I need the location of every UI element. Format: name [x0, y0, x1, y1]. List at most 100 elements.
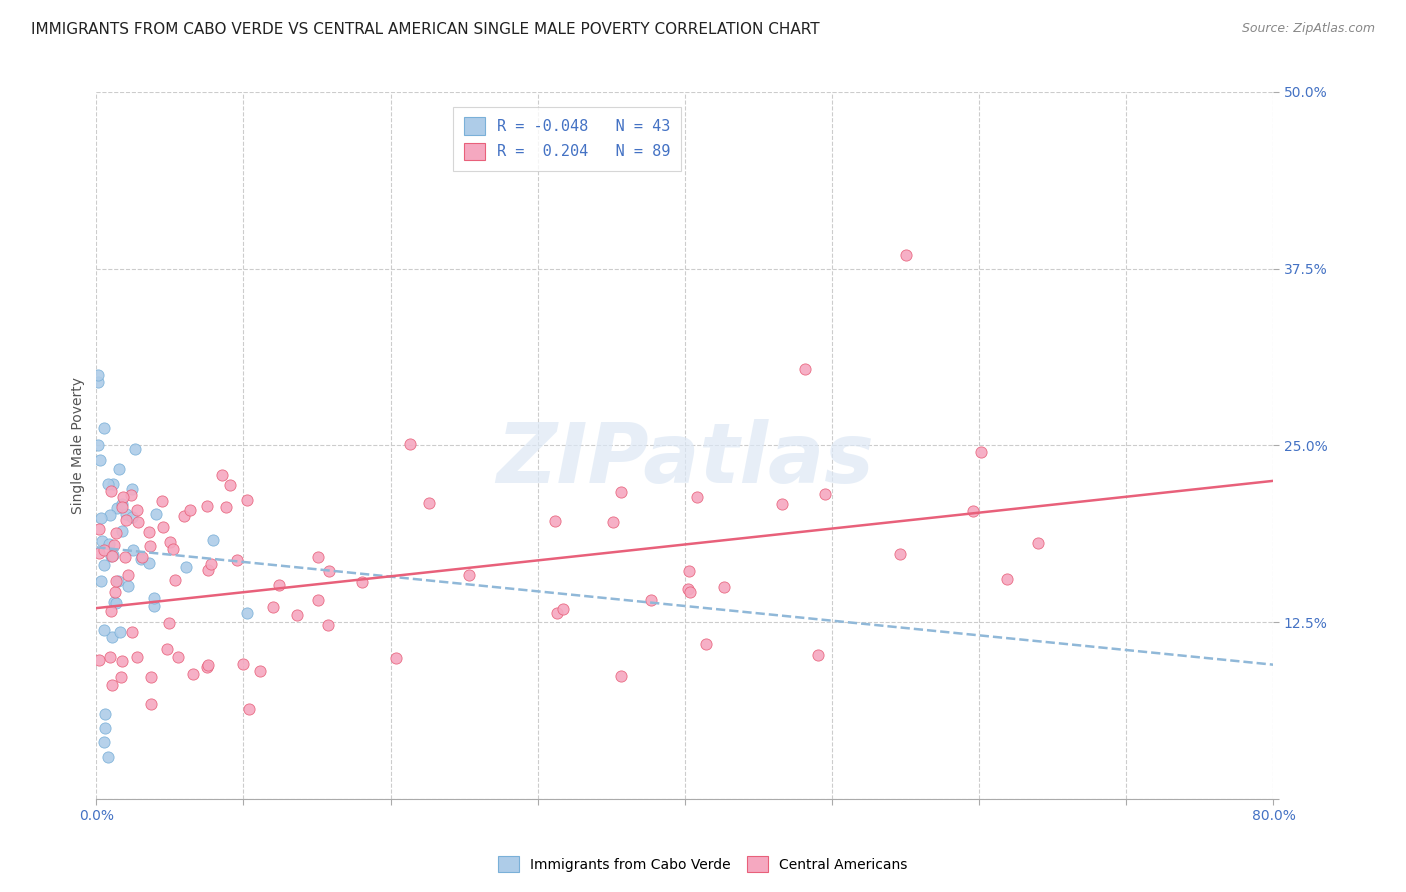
Point — [90, 534, 112, 549]
Point — [100, 549, 122, 564]
Point — [142, 591, 165, 605]
Point — [101, 549, 124, 563]
Point — [98, 650, 121, 665]
Point — [114, 550, 136, 565]
Point — [678, 582, 700, 597]
Point — [108, 624, 131, 639]
Point — [122, 542, 145, 557]
Point — [546, 606, 568, 620]
Point — [93, 558, 115, 572]
Point — [100, 604, 122, 618]
Point — [307, 593, 329, 607]
Point — [103, 595, 125, 609]
Point — [94, 722, 117, 736]
Point — [211, 467, 233, 482]
Point — [145, 507, 167, 521]
Point — [93, 623, 115, 637]
Point — [610, 485, 633, 500]
Point — [111, 500, 134, 514]
Point — [103, 538, 125, 552]
Point — [200, 557, 222, 571]
Point — [125, 502, 148, 516]
Point — [235, 492, 257, 507]
Point — [139, 670, 162, 684]
Point — [138, 524, 160, 539]
Point — [101, 678, 124, 692]
Point — [87, 375, 110, 389]
Point — [794, 362, 817, 376]
Text: Source: ZipAtlas.com: Source: ZipAtlas.com — [1241, 22, 1375, 36]
Legend: R = -0.048   N = 43, R =  0.204   N = 89: R = -0.048 N = 43, R = 0.204 N = 89 — [453, 106, 682, 171]
Point — [107, 574, 129, 588]
Point — [157, 615, 180, 630]
Point — [713, 580, 735, 594]
Point — [139, 539, 162, 553]
Point — [104, 585, 127, 599]
Point — [384, 651, 406, 665]
Legend: Immigrants from Cabo Verde, Central Americans: Immigrants from Cabo Verde, Central Amer… — [494, 852, 912, 876]
Point — [195, 660, 218, 674]
Point — [87, 368, 110, 382]
Point — [226, 553, 249, 567]
Point — [174, 559, 197, 574]
Point — [100, 484, 122, 499]
Text: ZIPatlas: ZIPatlas — [496, 419, 875, 500]
Point — [90, 574, 112, 588]
Point — [114, 507, 136, 521]
Point — [89, 653, 111, 667]
Point — [179, 503, 201, 517]
Point — [678, 564, 700, 578]
Point — [695, 637, 717, 651]
Point — [131, 550, 153, 565]
Point — [98, 508, 121, 523]
Point — [111, 497, 134, 511]
Point — [104, 596, 127, 610]
Point — [214, 500, 236, 515]
Point — [152, 520, 174, 534]
Point — [87, 438, 110, 452]
Point — [970, 445, 993, 459]
Point — [162, 542, 184, 557]
Point — [238, 702, 260, 716]
Point — [93, 421, 115, 435]
Point — [108, 462, 131, 476]
Point — [104, 574, 127, 588]
Point — [553, 601, 575, 615]
Point — [121, 624, 143, 639]
Point — [173, 509, 195, 524]
Point — [249, 664, 271, 678]
Point — [399, 437, 422, 451]
Point — [124, 442, 146, 457]
Point — [121, 510, 143, 524]
Point — [316, 618, 339, 632]
Point — [889, 547, 911, 561]
Point — [609, 669, 631, 683]
Point — [143, 599, 166, 613]
Point — [97, 537, 120, 551]
Point — [167, 649, 190, 664]
Point — [686, 490, 709, 504]
Point — [814, 487, 837, 501]
Point — [89, 522, 111, 536]
Point — [127, 516, 149, 530]
Point — [89, 452, 111, 467]
Point — [104, 526, 127, 541]
Point — [1026, 536, 1049, 550]
Point — [107, 501, 129, 516]
Point — [201, 533, 224, 548]
Point — [150, 494, 173, 508]
Point — [129, 552, 152, 566]
Point — [318, 564, 340, 578]
Point — [197, 657, 219, 672]
Point — [262, 600, 284, 615]
Point — [418, 496, 440, 510]
Point — [197, 563, 219, 577]
Point — [679, 584, 702, 599]
Point — [94, 707, 117, 722]
Point — [110, 670, 132, 684]
Point — [458, 568, 481, 582]
Point — [121, 482, 143, 496]
Point — [101, 630, 124, 644]
Point — [807, 648, 830, 662]
Point — [640, 593, 662, 607]
